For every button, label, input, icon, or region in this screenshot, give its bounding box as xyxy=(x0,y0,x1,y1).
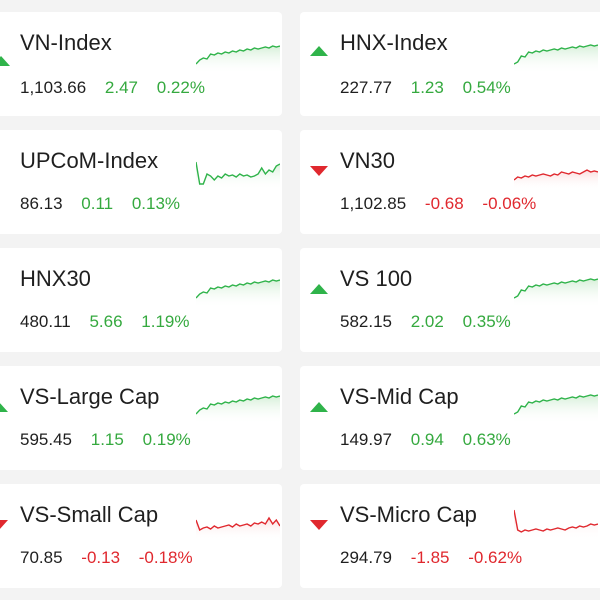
sparkline-line xyxy=(196,516,280,532)
index-change-percent: 1.19% xyxy=(141,312,190,331)
index-values: 70.85 -0.13 -0.18% xyxy=(20,548,207,568)
sparkline-line xyxy=(514,394,598,415)
index-card-hnx30[interactable]: HNX30 480.11 5.66 1.19% xyxy=(0,248,282,352)
index-change: 5.66 xyxy=(89,312,123,331)
index-value: 86.13 xyxy=(20,194,63,213)
down-arrow-icon xyxy=(310,166,328,176)
index-change: 2.47 xyxy=(104,78,139,97)
index-change: 1.15 xyxy=(90,430,124,449)
sparkline-line xyxy=(196,161,280,185)
index-card-vn-index[interactable]: VN-Index 1,103.66 2.47 0.22% xyxy=(0,12,282,116)
sparkline-chart xyxy=(514,169,598,190)
sparkline-chart xyxy=(196,161,280,190)
index-name: VN-Index xyxy=(20,30,112,55)
index-change-percent: -0.06% xyxy=(482,194,537,213)
index-change: 0.11 xyxy=(81,194,114,213)
index-card-vs-small-cap[interactable]: VS-Small Cap 70.85 -0.13 -0.18% xyxy=(0,484,282,588)
index-value: 149.97 xyxy=(340,430,392,449)
index-name: VS-Mid Cap xyxy=(340,384,459,409)
up-arrow-icon xyxy=(310,46,328,56)
index-change: 0.94 xyxy=(410,430,444,449)
index-change-percent: 0.35% xyxy=(462,312,511,331)
index-value: 582.15 xyxy=(340,312,392,331)
index-value: 595.45 xyxy=(20,430,72,449)
index-name: HNX30 xyxy=(20,266,91,291)
up-arrow-icon xyxy=(310,402,328,412)
sparkline-area xyxy=(196,46,280,74)
index-values: 595.45 1.15 0.19% xyxy=(20,430,205,450)
index-name: VS-Small Cap xyxy=(20,502,159,527)
index-name: VS-Large Cap xyxy=(20,384,160,409)
index-change-percent: -0.18% xyxy=(138,548,193,567)
index-name: UPCoM-Index xyxy=(20,148,159,173)
index-name: VS-Micro Cap xyxy=(340,502,477,527)
up-arrow-icon xyxy=(310,284,328,294)
index-values: 1,102.85 -0.68 -0.06% xyxy=(340,194,550,214)
index-values: 480.11 5.66 1.19% xyxy=(20,312,204,332)
sparkline-chart xyxy=(514,394,598,424)
up-arrow-icon xyxy=(0,56,10,66)
index-card-vn30[interactable]: VN30 1,102.85 -0.68 -0.06% xyxy=(300,130,600,234)
index-name: VN30 xyxy=(340,148,396,173)
index-change: 1.23 xyxy=(410,78,444,97)
index-values: 294.79 -1.85 -0.62% xyxy=(340,548,536,568)
index-values: 149.97 0.94 0.63% xyxy=(340,430,525,450)
index-value: 480.11 xyxy=(20,312,71,331)
sparkline-line xyxy=(514,169,598,181)
index-value: 227.77 xyxy=(340,78,392,97)
index-value: 1,103.66 xyxy=(20,78,87,97)
sparkline-line xyxy=(514,44,598,65)
index-change: -1.85 xyxy=(410,548,450,567)
index-change: -0.13 xyxy=(81,548,121,567)
index-change-percent: 0.13% xyxy=(131,194,181,213)
index-values: 227.77 1.23 0.54% xyxy=(340,78,525,98)
index-name: VS 100 xyxy=(340,266,413,291)
sparkline-chart xyxy=(514,278,598,308)
index-value: 70.85 xyxy=(20,548,63,567)
index-card-hnx-index[interactable]: HNX-Index 227.77 1.23 0.54% xyxy=(300,12,600,116)
index-card-vs-micro-cap[interactable]: VS-Micro Cap 294.79 -1.85 -0.62% xyxy=(300,484,600,588)
index-change-percent: 0.54% xyxy=(462,78,511,97)
index-values: 582.15 2.02 0.35% xyxy=(340,312,525,332)
index-card-vs-large-cap[interactable]: VS-Large Cap 595.45 1.15 0.19% xyxy=(0,366,282,470)
sparkline-chart xyxy=(196,45,280,74)
index-card-vs100[interactable]: VS 100 582.15 2.02 0.35% xyxy=(300,248,600,352)
index-name: HNX-Index xyxy=(340,30,448,55)
index-card-upcom-index[interactable]: UPCoM-Index 86.13 0.11 0.13% xyxy=(0,130,282,234)
sparkline-line xyxy=(514,278,598,299)
up-arrow-icon xyxy=(0,402,8,412)
sparkline-chart xyxy=(514,509,598,540)
sparkline-area xyxy=(514,170,598,190)
index-change-percent: 0.22% xyxy=(156,78,205,97)
sparkline-area xyxy=(196,280,280,308)
sparkline-chart xyxy=(196,395,280,424)
sparkline-chart xyxy=(514,44,598,74)
sparkline-chart xyxy=(196,516,280,540)
sparkline-chart xyxy=(196,279,280,308)
sparkline-line xyxy=(514,509,598,533)
index-change-percent: 0.63% xyxy=(462,430,511,449)
index-value: 294.79 xyxy=(340,548,392,567)
index-change: 2.02 xyxy=(410,312,444,331)
index-change-percent: -0.62% xyxy=(468,548,523,567)
sparkline-line xyxy=(196,395,280,415)
index-values: 86.13 0.11 0.13% xyxy=(20,194,194,214)
down-arrow-icon xyxy=(310,520,328,530)
index-value: 1,102.85 xyxy=(340,194,407,213)
index-values: 1,103.66 2.47 0.22% xyxy=(20,78,219,98)
sparkline-area xyxy=(196,396,280,424)
sparkline-area xyxy=(514,510,598,540)
index-change: -0.68 xyxy=(424,194,464,213)
sparkline-line xyxy=(196,279,280,299)
sparkline-line xyxy=(196,45,280,65)
index-card-vs-mid-cap[interactable]: VS-Mid Cap 149.97 0.94 0.63% xyxy=(300,366,600,470)
down-arrow-icon xyxy=(0,520,8,530)
index-change-percent: 0.19% xyxy=(142,430,191,449)
